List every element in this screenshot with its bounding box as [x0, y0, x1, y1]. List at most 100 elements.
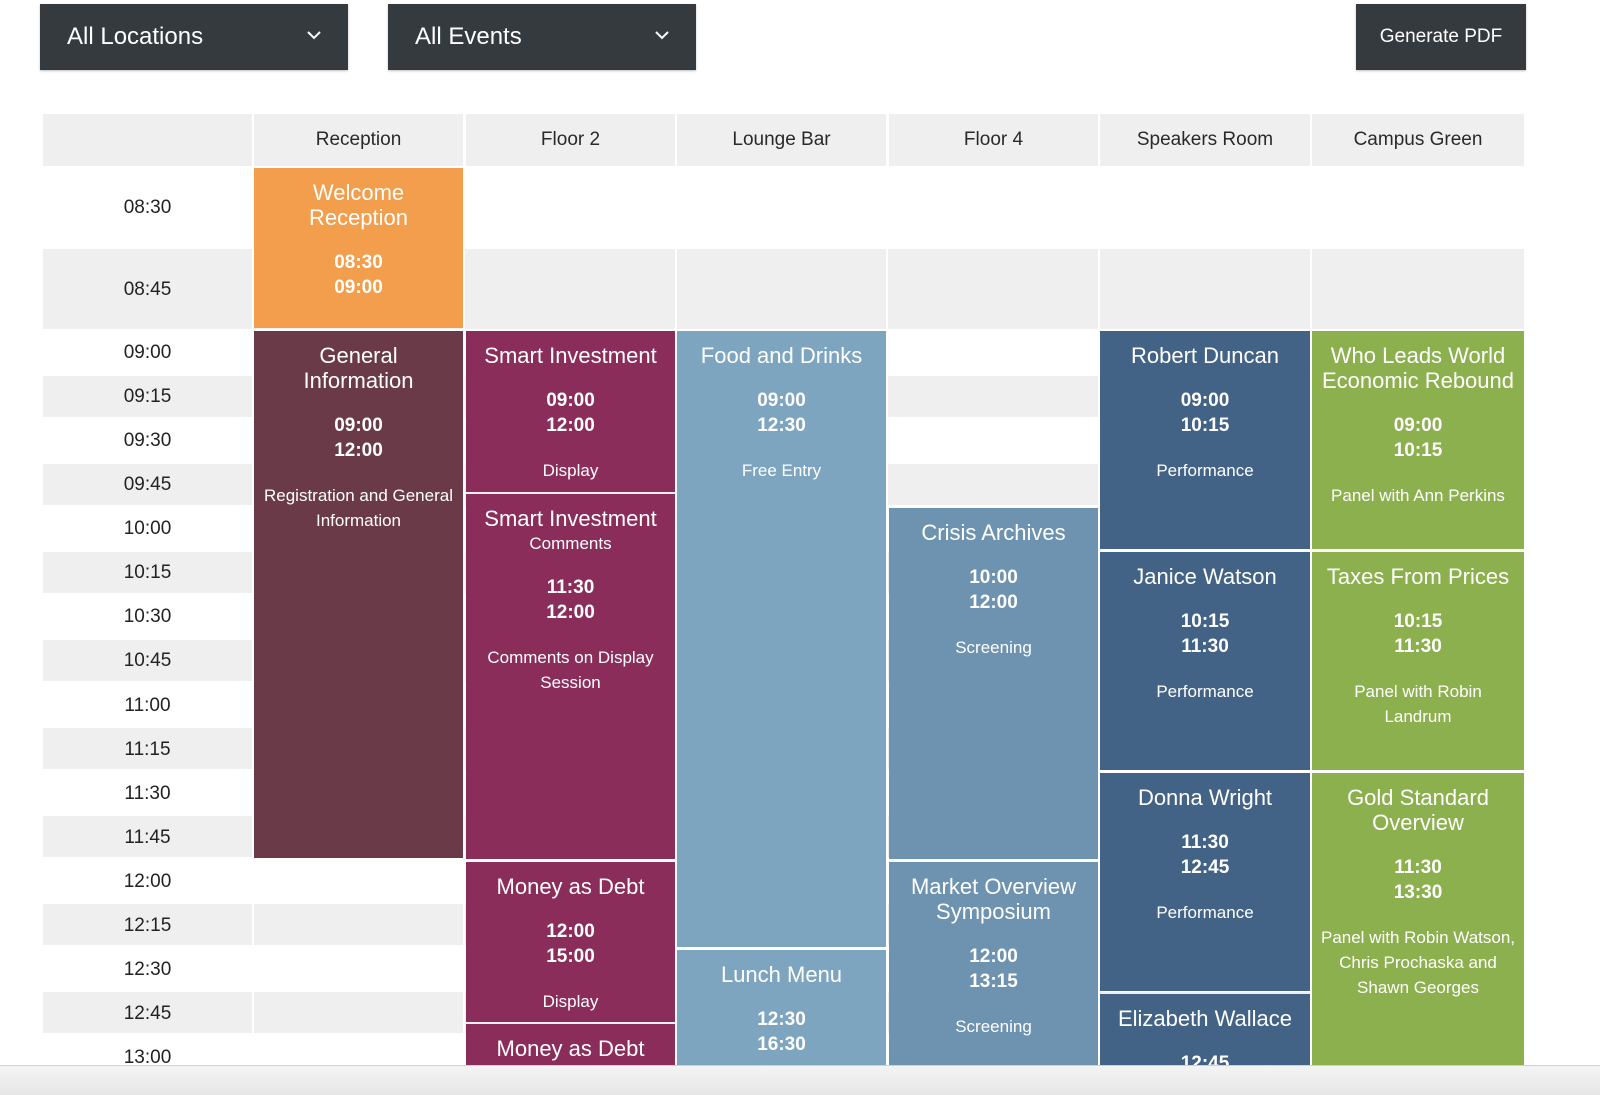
event-money-as-debt-2[interactable]: Money as Debt — [466, 1024, 675, 1070]
room-header-lounge-bar: Lounge Bar — [677, 114, 886, 166]
time-label: 11:15 — [124, 739, 171, 760]
event-title: Food and Drinks — [700, 343, 863, 368]
events-dropdown-label: All Events — [415, 23, 522, 50]
event-gold-standard-overview[interactable]: Gold Standard Overview 11:30 13:30 Panel… — [1312, 773, 1524, 1070]
column-divider — [463, 114, 465, 1074]
event-end: 10:15 — [1393, 440, 1443, 461]
locations-dropdown-label: All Locations — [67, 23, 204, 50]
event-market-overview-symposium[interactable]: Market Overview Symposium 12:00 13:15 Sc… — [889, 862, 1098, 1070]
event-title: Welcome Reception — [308, 180, 409, 230]
event-title: Money as Debt — [496, 874, 645, 899]
column-divider — [1098, 114, 1100, 1074]
window-bottom-edge — [0, 1065, 1600, 1095]
event-end: 12:00 — [546, 602, 595, 623]
event-title: Smart Investment — [484, 506, 657, 531]
event-description: Panel with Robin Landrum — [1354, 682, 1482, 726]
time-label: 08:30 — [123, 197, 172, 218]
event-description: Panel with Ann Perkins — [1331, 486, 1505, 505]
time-label: 09:45 — [123, 474, 172, 495]
event-title: General Information — [303, 343, 414, 393]
event-subtitle: Comments — [529, 534, 612, 553]
event-who-leads-world-economic-rebound[interactable]: Who Leads World Economic Rebound 09:00 1… — [1312, 331, 1524, 549]
event-welcome-reception[interactable]: Welcome Reception 08:30 09:00 — [254, 168, 463, 328]
event-start: 11:30 — [1394, 857, 1442, 878]
event-description: Performance — [1156, 682, 1254, 701]
time-label: 10:00 — [123, 518, 172, 539]
event-end: 12:00 — [546, 415, 595, 436]
event-end: 12:45 — [1180, 857, 1230, 878]
event-end: 12:00 — [334, 440, 383, 461]
time-label: 12:00 — [123, 871, 172, 892]
room-header-speakers-room: Speakers Room — [1100, 114, 1310, 166]
event-title: Smart Investment — [484, 343, 657, 368]
time-label: 13:00 — [123, 1047, 172, 1068]
event-start: 12:30 — [757, 1009, 806, 1030]
event-food-and-drinks[interactable]: Food and Drinks 09:00 12:30 Free Entry — [677, 331, 886, 947]
event-start: 09:00 — [1393, 415, 1443, 436]
chevron-down-icon — [307, 31, 321, 40]
time-label: 11:30 — [124, 783, 171, 804]
time-label: 10:30 — [123, 606, 172, 627]
event-title: Donna Wright — [1137, 785, 1273, 810]
event-description: Display — [542, 992, 599, 1011]
event-start: 10:00 — [969, 567, 1018, 588]
event-title: Elizabeth Wallace — [1117, 1006, 1293, 1031]
event-start: 12:00 — [546, 921, 595, 942]
event-general-information[interactable]: General Information 09:00 12:00 Registra… — [254, 331, 463, 858]
event-start: 10:15 — [1180, 611, 1230, 632]
event-end: 13:15 — [969, 971, 1018, 992]
event-start: 09:00 — [757, 390, 806, 411]
event-description: Screening — [955, 638, 1032, 657]
event-start: 12:00 — [969, 946, 1018, 967]
event-smart-investment[interactable]: Smart Investment 09:00 12:00 Display — [466, 331, 675, 492]
column-divider — [252, 114, 254, 1074]
event-description: Screening — [955, 1017, 1032, 1036]
chevron-down-icon — [655, 31, 669, 40]
room-header-reception: Reception — [254, 114, 463, 166]
event-title: Robert Duncan — [1131, 343, 1279, 368]
event-money-as-debt[interactable]: Money as Debt 12:00 15:00 Display — [466, 862, 675, 1022]
time-label: 09:00 — [123, 342, 172, 363]
event-start: 09:00 — [1180, 390, 1230, 411]
event-janice-watson[interactable]: Janice Watson 10:15 11:30 Performance — [1100, 552, 1310, 770]
event-title: Lunch Menu — [720, 962, 843, 987]
time-label: 08:45 — [123, 279, 172, 300]
event-elizabeth-wallace[interactable]: Elizabeth Wallace 12:45 — [1100, 994, 1310, 1070]
time-label: 10:45 — [123, 650, 172, 671]
time-label: 09:15 — [123, 386, 172, 407]
event-start: 09:00 — [546, 390, 595, 411]
event-end: 12:00 — [969, 592, 1018, 613]
event-end: 11:30 — [1394, 636, 1442, 657]
event-start: 10:15 — [1393, 611, 1443, 632]
event-description: Free Entry — [741, 461, 822, 480]
event-description: Performance — [1156, 903, 1254, 922]
event-end: 10:15 — [1180, 415, 1230, 436]
time-label: 12:45 — [123, 1003, 172, 1024]
event-title: Crisis Archives — [921, 520, 1066, 545]
event-description: Comments on Display Session — [487, 648, 654, 692]
event-title: Money as Debt — [496, 1036, 645, 1061]
column-divider — [675, 114, 677, 1074]
event-end: 13:30 — [1393, 882, 1443, 903]
event-smart-investment-comments[interactable]: Smart Investment Comments 11:30 12:00 Co… — [466, 494, 675, 859]
events-dropdown[interactable]: All Events — [388, 4, 696, 70]
event-lunch-menu[interactable]: Lunch Menu 12:30 16:30 — [677, 950, 886, 1070]
time-label: 10:15 — [123, 562, 172, 583]
event-title: Gold Standard Overview — [1347, 785, 1489, 835]
locations-dropdown[interactable]: All Locations — [40, 4, 348, 70]
event-title: Market Overview Symposium — [910, 874, 1077, 924]
event-taxes-from-prices[interactable]: Taxes From Prices 10:15 11:30 Panel with… — [1312, 552, 1524, 770]
event-donna-wright[interactable]: Donna Wright 11:30 12:45 Performance — [1100, 773, 1310, 991]
column-divider — [1310, 114, 1312, 1074]
event-robert-duncan[interactable]: Robert Duncan 09:00 10:15 Performance — [1100, 331, 1310, 549]
header-corner — [43, 114, 252, 166]
event-crisis-archives[interactable]: Crisis Archives 10:00 12:00 Screening — [889, 508, 1098, 859]
event-start: 08:30 — [334, 252, 383, 273]
event-title: Who Leads World Economic Rebound — [1321, 343, 1514, 393]
event-end: 11:30 — [1181, 636, 1229, 657]
time-label: 09:30 — [123, 430, 172, 451]
event-title: Janice Watson — [1133, 564, 1277, 589]
generate-pdf-button[interactable]: Generate PDF — [1356, 4, 1526, 70]
event-description: Registration and General Information — [263, 486, 453, 530]
event-start: 11:30 — [1181, 832, 1229, 853]
